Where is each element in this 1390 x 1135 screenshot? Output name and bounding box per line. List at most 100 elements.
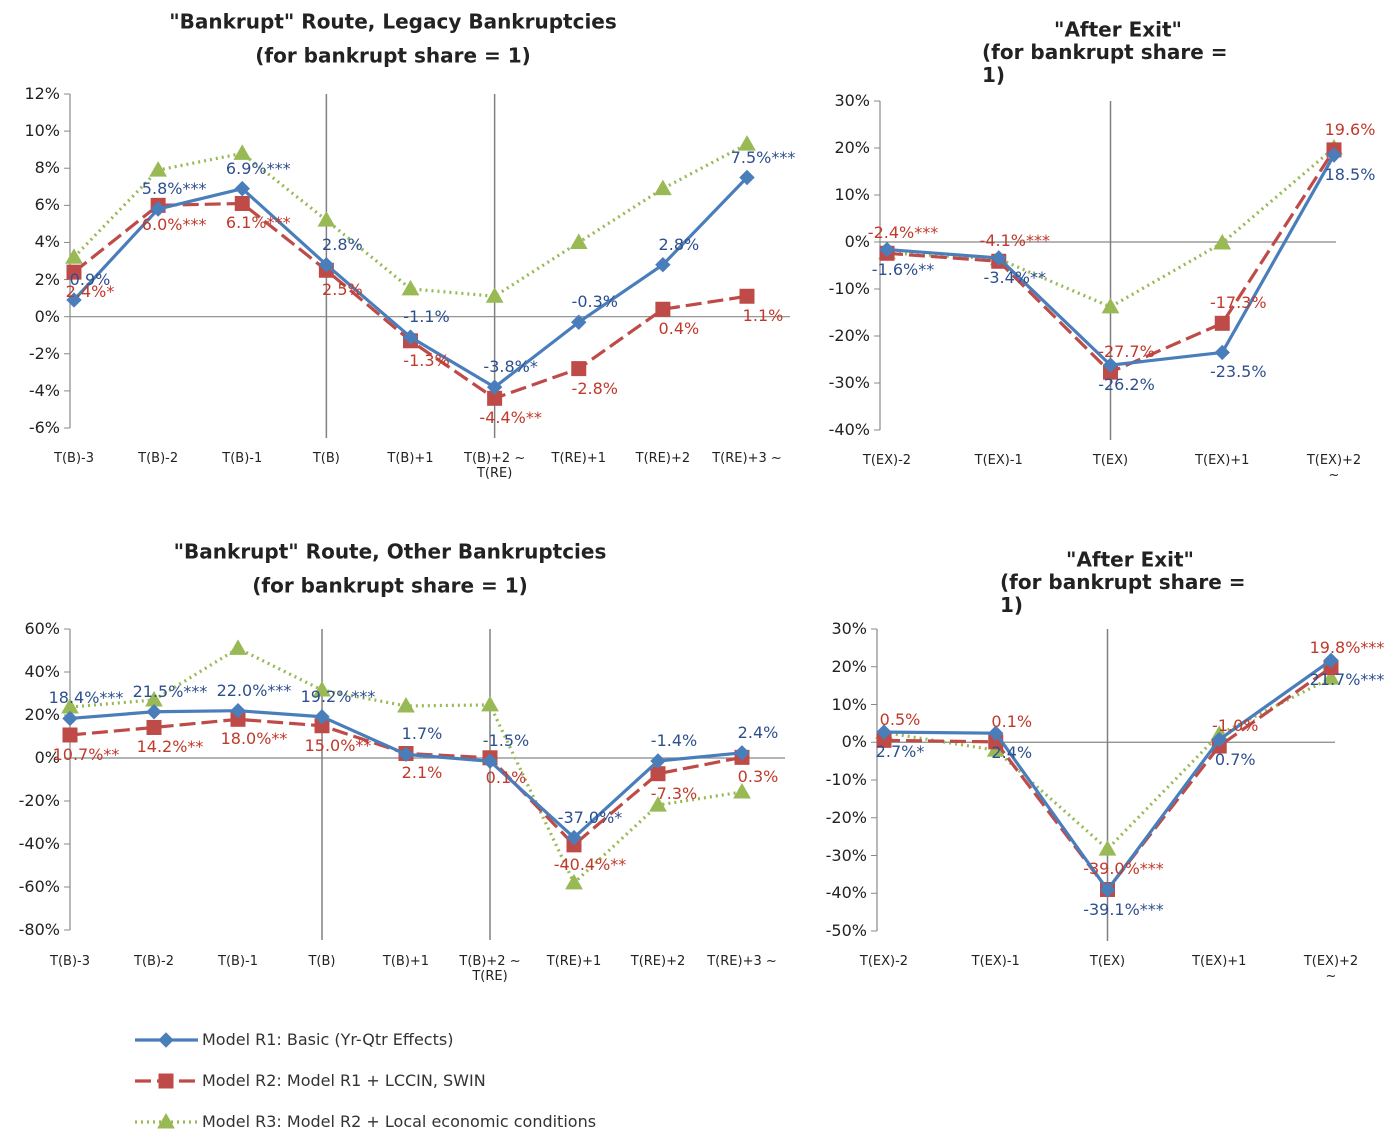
data-point: [1102, 357, 1119, 373]
data-point: [146, 704, 162, 720]
y-tick-label: -4%: [28, 380, 60, 400]
data-point: [401, 279, 420, 296]
data-point: [879, 241, 895, 258]
data-label: -1.3%: [403, 350, 450, 370]
data-label: 21.7%***: [1309, 670, 1385, 690]
data-point: [650, 753, 666, 769]
data-label: -27.7%: [1098, 341, 1155, 361]
data-point: [146, 719, 162, 735]
y-tick-label: -30%: [828, 372, 870, 392]
data-label: 0.7%: [1214, 749, 1256, 769]
data-point: [991, 250, 1007, 266]
legend-marker: [158, 1032, 174, 1048]
data-label: 1.7%: [401, 724, 443, 744]
y-tick-label: -20%: [828, 325, 870, 345]
y-tick-label: 0%: [34, 747, 60, 767]
data-label: 18.5%: [1324, 164, 1376, 184]
data-label: -4.1%***: [979, 231, 1050, 251]
data-label: 7.5%***: [730, 147, 796, 167]
chart-title: "After Exit": [1066, 547, 1194, 572]
data-label: 2.8%: [322, 234, 363, 254]
y-tick-label: 20%: [24, 704, 60, 724]
y-tick-label: 0%: [844, 231, 870, 251]
y-tick-label: -60%: [18, 876, 60, 896]
x-tick-label: T(B)+1: [387, 451, 434, 466]
x-tick-label: T(RE)+3 ~: [707, 954, 777, 969]
y-tick-label: -40%: [825, 883, 867, 903]
y-tick-label: 10%: [831, 694, 867, 714]
data-label: 0.5%: [879, 710, 921, 730]
data-point: [66, 264, 82, 280]
data-point: [397, 696, 415, 713]
data-point: [482, 753, 498, 769]
data-point: [569, 233, 588, 249]
data-label: 21.5%***: [132, 681, 208, 701]
data-label: -3.8%*: [483, 356, 538, 376]
data-point: [230, 702, 246, 719]
data-label: -40.4%**: [553, 854, 627, 874]
y-tick-label: 30%: [834, 90, 870, 110]
data-point: [65, 248, 83, 264]
data-label: 0.1%: [485, 767, 527, 787]
data-point: [66, 292, 82, 308]
legend-label: Model R1: Basic (Yr-Qtr Effects): [202, 1029, 454, 1049]
data-point: [734, 745, 750, 761]
data-label: 2.5%: [322, 280, 363, 300]
legend-label: Model R3: Model R2 + Local economic cond…: [202, 1111, 597, 1131]
y-tick-label: 4%: [34, 232, 60, 252]
data-label: 2.8%: [658, 234, 700, 254]
chart-title: "Bankrupt" Route, Legacy Bankruptcies: [169, 9, 617, 34]
data-point: [1211, 731, 1227, 748]
data-point: [486, 379, 503, 395]
data-point: [1101, 297, 1120, 314]
y-tick-label: -20%: [18, 790, 60, 810]
data-label: 19.2%***: [300, 686, 376, 706]
data-label: -17.3%: [1209, 293, 1267, 313]
data-label: -1.5%: [482, 731, 530, 751]
chart-title: "After Exit": [1054, 17, 1182, 42]
data-label: -1.6%**: [871, 259, 935, 279]
legend-marker: [158, 1073, 174, 1089]
x-tick-label: T(EX)+2 ~: [1303, 954, 1359, 984]
x-tick-label: T(EX)+2 ~: [1306, 453, 1362, 483]
data-point: [150, 201, 166, 217]
data-label: -2.8%: [571, 378, 618, 398]
y-tick-label: -40%: [828, 419, 870, 439]
y-tick-label: 60%: [24, 618, 60, 638]
data-label: 6.9%***: [225, 158, 291, 178]
data-point: [398, 746, 414, 763]
data-label: 2.1%: [401, 763, 443, 783]
y-tick-label: 12%: [24, 83, 60, 103]
data-point: [571, 361, 587, 377]
data-label: 2.4%: [991, 742, 1033, 762]
y-tick-label: 2%: [34, 269, 60, 289]
y-tick-label: 40%: [24, 661, 60, 681]
data-point: [566, 829, 582, 846]
data-label: 0.9%: [69, 269, 111, 289]
x-tick-label: T(RE)+1: [551, 451, 607, 466]
x-tick-label: T(RE)+2: [630, 954, 686, 969]
data-point: [733, 782, 751, 799]
x-tick-label: T(EX): [1092, 453, 1129, 468]
y-tick-label: -10%: [828, 278, 870, 298]
data-label: -7.3%: [650, 783, 698, 803]
data-label: -1.4%: [650, 730, 698, 750]
data-point: [1214, 315, 1230, 331]
data-label: 0.1%: [991, 711, 1033, 731]
y-tick-label: 10%: [24, 120, 60, 140]
x-tick-label: T(EX): [1089, 954, 1126, 969]
data-point: [650, 766, 666, 782]
data-label: -1.0%: [1212, 715, 1259, 735]
data-label: 10.7%**: [52, 744, 120, 764]
data-label: 14.2%**: [136, 737, 204, 757]
y-tick-label: 10%: [834, 184, 870, 204]
data-label: 15.0%**: [304, 735, 372, 755]
data-point: [655, 301, 671, 317]
x-tick-label: T(B)-1: [222, 451, 263, 466]
x-tick-label: T(B): [308, 954, 336, 969]
data-label: 0.4%: [658, 319, 700, 339]
data-point: [234, 195, 250, 211]
data-point: [1322, 669, 1340, 685]
x-tick-label: T(B)-1: [218, 954, 258, 969]
data-label: -1.1%: [403, 306, 450, 326]
